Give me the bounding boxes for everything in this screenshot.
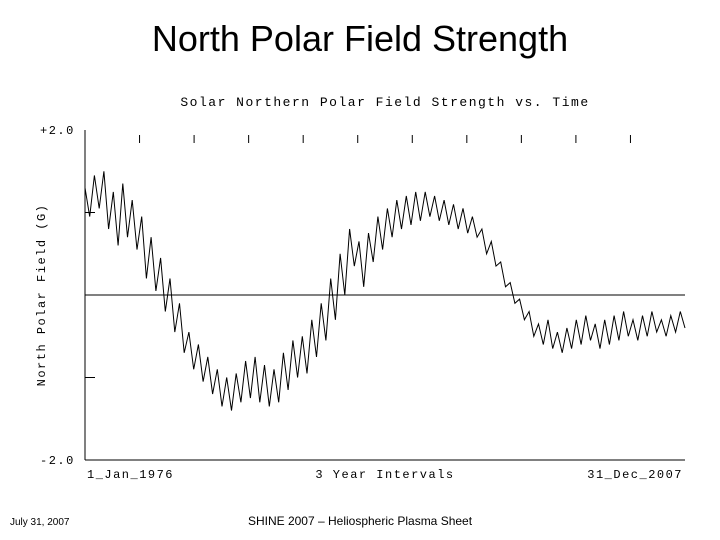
svg-text:-2.0: -2.0 — [40, 454, 75, 468]
svg-text:Solar Northern Polar Field Str: Solar Northern Polar Field Strength vs. … — [180, 95, 589, 110]
svg-text:3 Year Intervals: 3 Year Intervals — [315, 468, 454, 482]
svg-text:31_Dec_2007: 31_Dec_2007 — [587, 468, 683, 482]
page-title: North Polar Field Strength — [0, 18, 720, 60]
line-chart: Solar Northern Polar Field Strength vs. … — [30, 90, 695, 490]
footer-caption: SHINE 2007 – Heliospheric Plasma Sheet — [0, 514, 720, 528]
slide: North Polar Field Strength Solar Norther… — [0, 0, 720, 540]
svg-text:North Polar Field (G): North Polar Field (G) — [35, 204, 49, 387]
chart-area: Solar Northern Polar Field Strength vs. … — [30, 90, 695, 490]
svg-text:1_Jan_1976: 1_Jan_1976 — [87, 468, 174, 482]
svg-text:+2.0: +2.0 — [40, 124, 75, 138]
